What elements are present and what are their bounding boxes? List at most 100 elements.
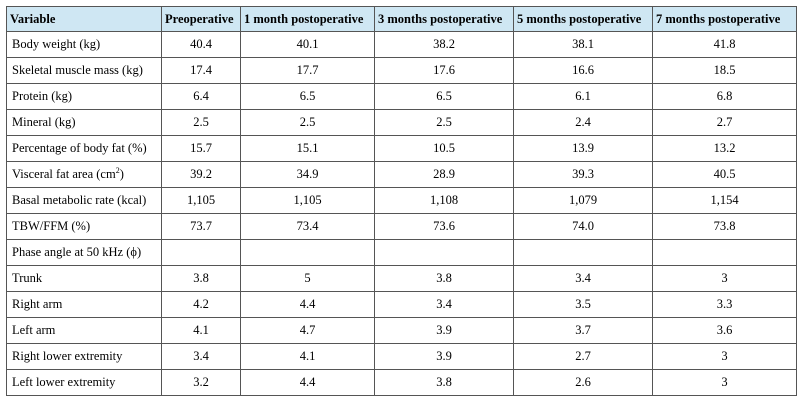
table-cell: 40.1 bbox=[240, 31, 375, 58]
table-cell: 4.2 bbox=[161, 291, 241, 318]
row-label: Right arm bbox=[6, 291, 162, 318]
table-cell bbox=[240, 239, 375, 266]
column-header: 3 months postoperative bbox=[374, 6, 514, 32]
table-cell: 10.5 bbox=[374, 135, 514, 162]
table-cell: 1,105 bbox=[240, 187, 375, 214]
table-cell: 3.6 bbox=[652, 317, 797, 344]
table-row: TBW/FFM (%) 73.7 73.4 73.6 74.0 73.8 bbox=[6, 213, 797, 240]
table-cell: 3.9 bbox=[374, 317, 514, 344]
row-label: Mineral (kg) bbox=[6, 109, 162, 136]
row-label: Trunk bbox=[6, 265, 162, 292]
column-header: Preoperative bbox=[161, 6, 241, 32]
table-cell: 6.5 bbox=[374, 83, 514, 110]
row-label: Left lower extremity bbox=[6, 369, 162, 396]
table-cell: 73.8 bbox=[652, 213, 797, 240]
table-row: Right arm 4.2 4.4 3.4 3.5 3.3 bbox=[6, 291, 797, 318]
table-cell: 3.8 bbox=[374, 265, 514, 292]
table-cell: 2.5 bbox=[240, 109, 375, 136]
table-cell: 38.1 bbox=[513, 31, 653, 58]
table-cell: 3.8 bbox=[161, 265, 241, 292]
table-cell bbox=[513, 239, 653, 266]
table-cell: 13.2 bbox=[652, 135, 797, 162]
table-cell: 73.7 bbox=[161, 213, 241, 240]
table-cell: 1,105 bbox=[161, 187, 241, 214]
table-cell: 73.4 bbox=[240, 213, 375, 240]
table-cell: 3 bbox=[652, 369, 797, 396]
table-cell bbox=[374, 239, 514, 266]
table-cell: 4.4 bbox=[240, 369, 375, 396]
body-composition-table: Variable Preoperative 1 month postoperat… bbox=[6, 6, 797, 396]
column-header: 1 month postoperative bbox=[240, 6, 375, 32]
table-row: Protein (kg) 6.4 6.5 6.5 6.1 6.8 bbox=[6, 83, 797, 110]
table-row: Visceral fat area (cm2) 39.2 34.9 28.9 3… bbox=[6, 161, 797, 188]
table-cell: 40.5 bbox=[652, 161, 797, 188]
table-cell: 3.5 bbox=[513, 291, 653, 318]
table-cell: 6.5 bbox=[240, 83, 375, 110]
table-cell: 2.6 bbox=[513, 369, 653, 396]
table-cell: 74.0 bbox=[513, 213, 653, 240]
table-cell: 39.3 bbox=[513, 161, 653, 188]
table-cell: 18.5 bbox=[652, 57, 797, 84]
row-label: TBW/FFM (%) bbox=[6, 213, 162, 240]
table-cell: 3 bbox=[652, 343, 797, 370]
table-header-row: Variable Preoperative 1 month postoperat… bbox=[6, 6, 797, 32]
row-label: Protein (kg) bbox=[6, 83, 162, 110]
table-cell: 2.5 bbox=[374, 109, 514, 136]
table-cell: 1,154 bbox=[652, 187, 797, 214]
table-cell: 41.8 bbox=[652, 31, 797, 58]
table-row: Mineral (kg) 2.5 2.5 2.5 2.4 2.7 bbox=[6, 109, 797, 136]
table-cell: 15.7 bbox=[161, 135, 241, 162]
table-cell: 3.9 bbox=[374, 343, 514, 370]
table-cell: 6.1 bbox=[513, 83, 653, 110]
table-cell: 3.7 bbox=[513, 317, 653, 344]
table-row: Percentage of body fat (%) 15.7 15.1 10.… bbox=[6, 135, 797, 162]
row-label-suffix: ) bbox=[119, 167, 124, 181]
row-label: Phase angle at 50 kHz (ϕ) bbox=[6, 239, 162, 266]
row-label: Percentage of body fat (%) bbox=[6, 135, 162, 162]
table-cell: 6.8 bbox=[652, 83, 797, 110]
table-cell: 13.9 bbox=[513, 135, 653, 162]
column-header: 7 months postoperative bbox=[652, 6, 797, 32]
table-cell: 3.8 bbox=[374, 369, 514, 396]
table-cell bbox=[161, 239, 241, 266]
row-label: Left arm bbox=[6, 317, 162, 344]
table-cell: 16.6 bbox=[513, 57, 653, 84]
table-cell: 34.9 bbox=[240, 161, 375, 188]
table-cell: 3.4 bbox=[161, 343, 241, 370]
table-cell: 2.5 bbox=[161, 109, 241, 136]
table-cell: 4.1 bbox=[240, 343, 375, 370]
table-cell: 17.6 bbox=[374, 57, 514, 84]
table-cell: 4.4 bbox=[240, 291, 375, 318]
table-cell: 6.4 bbox=[161, 83, 241, 110]
table-cell: 2.7 bbox=[513, 343, 653, 370]
table-cell: 5 bbox=[240, 265, 375, 292]
row-label: Visceral fat area (cm2) bbox=[6, 161, 162, 188]
row-label: Skeletal muscle mass (kg) bbox=[6, 57, 162, 84]
row-label: Basal metabolic rate (kcal) bbox=[6, 187, 162, 214]
row-label-text: Visceral fat area (cm bbox=[12, 167, 116, 181]
table-cell: 17.4 bbox=[161, 57, 241, 84]
table-cell: 3.3 bbox=[652, 291, 797, 318]
row-label: Right lower extremity bbox=[6, 343, 162, 370]
table-cell: 39.2 bbox=[161, 161, 241, 188]
table-cell: 73.6 bbox=[374, 213, 514, 240]
table-cell: 1,079 bbox=[513, 187, 653, 214]
superscript: 2 bbox=[115, 165, 120, 175]
column-header: Variable bbox=[6, 6, 162, 32]
table-cell: 1,108 bbox=[374, 187, 514, 214]
table-cell: 2.7 bbox=[652, 109, 797, 136]
table-cell: 3.4 bbox=[374, 291, 514, 318]
table-cell: 15.1 bbox=[240, 135, 375, 162]
table-row: Right lower extremity 3.4 4.1 3.9 2.7 3 bbox=[6, 343, 797, 370]
table-cell: 28.9 bbox=[374, 161, 514, 188]
table-row: Phase angle at 50 kHz (ϕ) bbox=[6, 239, 797, 266]
table-cell: 4.7 bbox=[240, 317, 375, 344]
table-cell: 3 bbox=[652, 265, 797, 292]
table-cell: 38.2 bbox=[374, 31, 514, 58]
table-cell: 17.7 bbox=[240, 57, 375, 84]
table-row: Basal metabolic rate (kcal) 1,105 1,105 … bbox=[6, 187, 797, 214]
table-cell: 4.1 bbox=[161, 317, 241, 344]
column-header: 5 months postoperative bbox=[513, 6, 653, 32]
table-cell: 3.4 bbox=[513, 265, 653, 292]
table-row: Left lower extremity 3.2 4.4 3.8 2.6 3 bbox=[6, 369, 797, 396]
